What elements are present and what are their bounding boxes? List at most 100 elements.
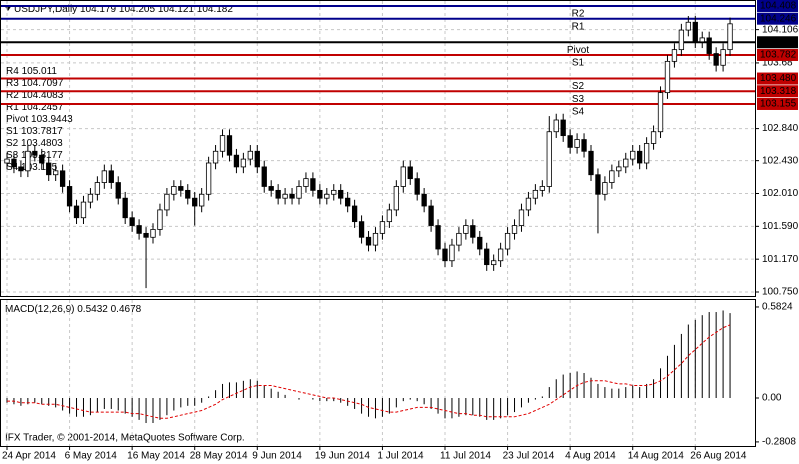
candle-body xyxy=(546,131,552,187)
y-tick-label: 103.68 xyxy=(762,58,793,69)
candle-body xyxy=(212,150,219,164)
candle-body xyxy=(254,150,260,168)
pivot-line-label: Pivot xyxy=(567,45,589,56)
candle-body xyxy=(324,193,330,199)
candle-body xyxy=(310,178,316,191)
pivot-value: 104.2457 xyxy=(22,102,64,113)
pivot-value: 103.155 xyxy=(21,162,58,173)
x-tick-label: 1 Jul 2014 xyxy=(377,451,424,462)
pivot-name: R4 xyxy=(6,66,19,77)
x-tick-label: 16 May 2014 xyxy=(127,451,185,462)
candle-body xyxy=(428,205,434,226)
x-tick-label: 28 May 2014 xyxy=(190,451,248,462)
candle-body xyxy=(435,225,441,250)
pivot-line-label: S1 xyxy=(572,58,585,69)
candle-body xyxy=(331,189,337,195)
candle-body xyxy=(414,178,420,195)
pivot-axis-label: 103.480 xyxy=(760,73,797,84)
y-tick-label: 102.430 xyxy=(762,155,799,166)
y-tick-label: -0.2808 xyxy=(762,437,796,448)
pivot-value: 104.4083 xyxy=(22,90,64,101)
candle-body xyxy=(560,119,566,137)
y-tick-label: 0.5824 xyxy=(762,302,793,313)
pivot-axis-label: 103.318 xyxy=(760,86,797,97)
candle-body xyxy=(66,186,73,207)
pivot-legend: S2 103.4803 xyxy=(6,138,63,149)
candle-body xyxy=(39,154,45,164)
candle-body xyxy=(706,37,712,54)
y-tick-label: 100.750 xyxy=(762,287,799,298)
candle-body xyxy=(671,49,678,62)
candle-body xyxy=(115,182,121,199)
candle-body xyxy=(616,166,622,172)
candle-body xyxy=(87,193,94,203)
pivot-value: 104.7097 xyxy=(22,78,64,89)
candle-body xyxy=(296,186,302,199)
price-panel xyxy=(0,0,756,297)
pivot-axis-box xyxy=(757,48,798,61)
candle-body xyxy=(637,150,643,164)
candle-body xyxy=(150,229,156,238)
candle-body xyxy=(129,217,135,226)
pivot-axis-label: 103.155 xyxy=(760,99,797,110)
candle-body xyxy=(18,166,24,172)
candle-body xyxy=(595,174,601,195)
candle-body xyxy=(80,201,87,219)
pivot-value: 103.7817 xyxy=(21,126,63,137)
candle-body xyxy=(192,197,198,207)
candle-body xyxy=(136,225,142,234)
y-tick-label: 104.106 xyxy=(762,24,799,35)
candle-body xyxy=(122,197,128,219)
candle-body xyxy=(345,197,351,207)
x-tick-label: 6 May 2014 xyxy=(65,451,118,462)
pivot-name: R2 xyxy=(6,90,19,101)
candle-body xyxy=(365,236,372,246)
candle-body xyxy=(73,205,80,219)
candle-body xyxy=(164,193,170,211)
candle-body xyxy=(303,178,309,187)
candle-body xyxy=(470,225,476,238)
candle-body xyxy=(4,158,10,164)
candle-body xyxy=(233,154,240,168)
candle-body xyxy=(25,150,31,172)
candle-body xyxy=(664,60,671,94)
candle-body xyxy=(699,37,705,43)
candle-body xyxy=(421,193,427,207)
x-tick-label: 4 Aug 2014 xyxy=(565,451,616,462)
candle-body xyxy=(226,135,233,156)
y-tick-label: 101.590 xyxy=(762,221,799,232)
candle-body xyxy=(94,182,101,195)
candle-body xyxy=(442,248,448,262)
x-tick-label: 9 Jun 2014 xyxy=(252,451,302,462)
pivot-axis-box xyxy=(757,0,798,12)
pivot-legend: R3 104.7097 xyxy=(6,78,64,89)
pivot-line-label: S4 xyxy=(572,107,585,118)
candle-body xyxy=(386,209,393,223)
candle-body xyxy=(449,244,455,262)
candle-body xyxy=(497,248,504,262)
x-tick-label: 14 Aug 2014 xyxy=(628,451,685,462)
pivot-axis-box xyxy=(757,85,798,98)
candle-body xyxy=(289,193,295,199)
candle-body xyxy=(581,139,587,152)
pivot-name: R3 xyxy=(6,78,19,89)
pivot-axis-label: 103.944 xyxy=(760,37,797,48)
candle-body xyxy=(539,186,545,191)
candle-body xyxy=(178,186,184,191)
candle-body xyxy=(11,158,17,168)
pivot-axis-label: 104.246 xyxy=(760,13,797,24)
candle-body xyxy=(108,170,114,183)
candle-body xyxy=(400,166,406,187)
candle-body xyxy=(372,232,379,246)
candle-body xyxy=(351,205,358,223)
candle-body xyxy=(643,143,650,164)
pivot-axis-box xyxy=(757,12,798,25)
pivot-legend: R4 105.011 xyxy=(6,66,57,77)
chart-title: USDJPY,Daily 104.179 104.205 104.121 104… xyxy=(14,4,233,15)
candle-body xyxy=(532,189,539,199)
candle-body xyxy=(685,21,691,31)
candle-body xyxy=(456,232,462,246)
pivot-axis-label: 103.782 xyxy=(760,50,797,61)
x-tick-label: 11 Jul 2014 xyxy=(440,451,491,462)
